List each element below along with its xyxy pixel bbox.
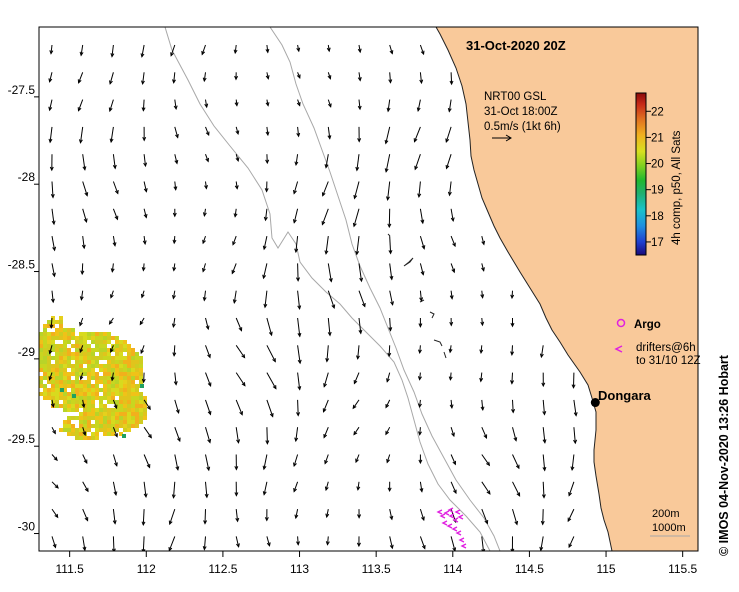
drifter-marker xyxy=(614,345,623,353)
colorbar-tick-label: 22 xyxy=(651,106,664,118)
y-tick-label: -30 xyxy=(18,520,36,534)
drifters-label: drifters@6h xyxy=(636,342,696,354)
map-title: 31-Oct-2020 20Z xyxy=(466,38,566,53)
product-time: 31-Oct 18:00Z xyxy=(484,106,558,118)
colorbar-tick-label: 17 xyxy=(651,237,664,249)
current-vectors xyxy=(48,44,578,551)
credit-text: © IMOS 04-Nov-2020 13:26 Hobart xyxy=(717,354,731,556)
colorbar-tick-label: 20 xyxy=(651,159,664,171)
argo-label: Argo xyxy=(634,319,661,331)
land-mass xyxy=(436,27,698,551)
y-tick-label: -27.5 xyxy=(8,83,36,97)
colorbar-label: 4h comp, p50, All Sats xyxy=(671,130,683,245)
isobath-label-1000m: 1000m xyxy=(652,522,686,534)
y-tick-label: -28.5 xyxy=(8,258,36,272)
scale-text: 0.5m/s (1kt 6h) xyxy=(484,121,561,133)
dongara-marker xyxy=(590,398,600,408)
x-tick-label: 115 xyxy=(596,562,615,576)
drifters-period: to 31/10 12Z xyxy=(636,355,701,367)
x-tick-label: 111.5 xyxy=(56,562,85,576)
argo-marker xyxy=(616,318,626,328)
x-tick-label: 115.5 xyxy=(668,562,697,576)
x-tick-label: 114.5 xyxy=(515,562,544,576)
y-axis: -27.5 -28 -28.5 -29 -29.5 -30 xyxy=(8,83,39,535)
colorbar-tick-label: 21 xyxy=(651,132,664,144)
product-name: NRT00 GSL xyxy=(484,91,547,103)
x-tick-label: 113.5 xyxy=(362,562,391,576)
y-tick-label: -29 xyxy=(18,345,36,359)
argo-legend: Argo drifters@6h to 31/10 12Z xyxy=(614,318,701,367)
x-tick-label: 113 xyxy=(290,562,309,576)
colorbar xyxy=(635,92,647,256)
x-tick-label: 112 xyxy=(137,562,156,576)
coastline xyxy=(435,27,613,551)
colorbar-tick-label: 19 xyxy=(651,185,664,197)
colorbar-ticks: 17 18 19 20 21 22 xyxy=(646,106,664,249)
plot-frame xyxy=(38,26,699,552)
islands xyxy=(387,233,447,359)
isobath-label-200m: 200m xyxy=(652,508,680,520)
isobath-200m xyxy=(269,27,501,551)
x-tick-label: 112.5 xyxy=(208,562,237,576)
y-tick-label: -28 xyxy=(18,170,36,184)
x-tick-label: 114 xyxy=(443,562,462,576)
colorbar-tick-label: 18 xyxy=(651,211,664,223)
isobath-legend: 200m 1000m xyxy=(650,508,690,537)
drifter-tracks xyxy=(436,507,467,549)
y-tick-label: -29.5 xyxy=(8,432,36,446)
scale-arrow xyxy=(492,134,512,142)
x-axis: 111.5 112 112.5 113 113.5 114 114.5 115 115.5 xyxy=(56,551,698,576)
place-label: Dongara xyxy=(598,388,652,403)
isobath-1000m xyxy=(164,27,491,551)
